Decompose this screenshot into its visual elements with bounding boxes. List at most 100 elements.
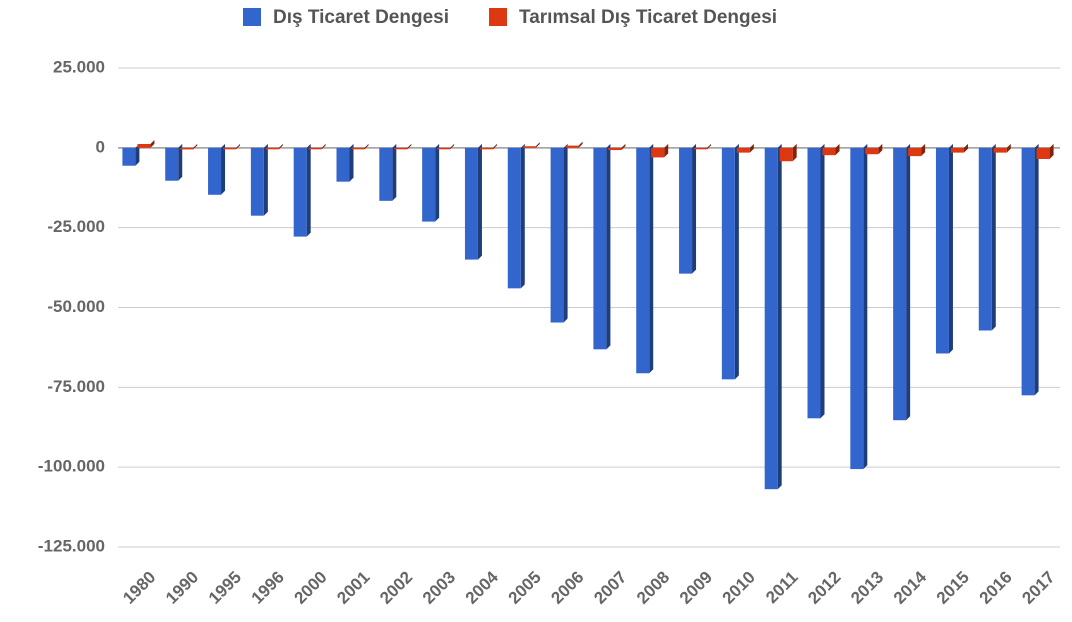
x-tick-label: 1995	[205, 568, 245, 608]
x-tick-label: 2011	[762, 568, 802, 608]
bar	[950, 147, 964, 153]
x-tick-label: 1990	[162, 568, 202, 608]
bar-side	[563, 143, 568, 323]
bar-side	[606, 143, 611, 350]
x-tick-label: 2001	[333, 568, 373, 608]
legend-text: Dış Ticaret Dengesi	[273, 7, 449, 28]
bar	[223, 147, 237, 150]
bar-side	[535, 142, 540, 148]
bar-side	[878, 143, 883, 155]
bar	[351, 147, 365, 150]
bar-side	[435, 143, 440, 222]
bar-side	[664, 143, 669, 158]
bar-side	[777, 143, 782, 490]
bar-side	[749, 143, 754, 153]
bar-side	[621, 143, 626, 151]
bar-side	[948, 143, 953, 354]
x-tick-label: 2017	[1018, 568, 1058, 608]
bar	[1021, 147, 1035, 396]
bar-side	[392, 143, 397, 201]
bar-side	[707, 143, 712, 150]
bar	[721, 147, 735, 380]
bar-side	[921, 143, 926, 157]
bar	[636, 147, 650, 374]
x-tick-label: 2007	[590, 568, 630, 608]
bar	[265, 147, 279, 150]
bar-side	[520, 143, 525, 289]
x-tick-label: 2002	[376, 568, 416, 608]
x-tick-label: 2009	[676, 568, 716, 608]
x-tick-label: 2008	[633, 568, 673, 608]
bar	[694, 147, 708, 150]
x-tick-label: 1980	[119, 568, 159, 608]
bar	[522, 146, 536, 148]
bar	[850, 147, 864, 470]
y-tick-label: -100.000	[38, 457, 105, 476]
bar-side	[135, 143, 140, 166]
x-tick-label: 2003	[419, 568, 459, 608]
bar	[137, 144, 151, 148]
bar	[736, 147, 750, 153]
bar	[165, 147, 179, 181]
bar	[1036, 147, 1050, 160]
bar-side	[178, 143, 183, 181]
y-tick-label: 0	[96, 137, 105, 156]
bar-side	[278, 143, 283, 150]
legend-swatch	[489, 8, 508, 26]
x-tick-label: 2012	[804, 568, 844, 608]
bar-side	[263, 143, 268, 216]
bar-side	[578, 141, 583, 148]
bar	[978, 147, 992, 331]
bar-side	[991, 143, 996, 331]
bar-side	[963, 143, 968, 153]
bar-side	[1049, 143, 1054, 160]
bar	[779, 147, 793, 162]
bar	[208, 147, 222, 195]
bar-side	[321, 143, 326, 150]
bar	[437, 147, 451, 150]
bar	[479, 147, 493, 150]
y-tick-label: -125.000	[38, 536, 105, 555]
bar-side	[306, 143, 311, 237]
bar	[379, 147, 393, 201]
x-tick-label: 2014	[890, 567, 931, 608]
bar	[608, 147, 622, 151]
bar	[807, 147, 821, 419]
bar	[679, 147, 693, 274]
x-tick-label: 1996	[248, 568, 288, 608]
bar-side	[1006, 143, 1011, 153]
x-tick-label: 2015	[933, 568, 973, 608]
legend-text: Tarımsal Dış Ticaret Dengesi	[519, 7, 777, 28]
bar	[651, 147, 665, 158]
bar	[422, 147, 436, 222]
x-tick-label: 2006	[547, 568, 587, 608]
bar-side	[349, 143, 354, 182]
bar-side	[150, 140, 155, 148]
bar	[865, 147, 879, 155]
bar	[394, 147, 408, 150]
bar-side	[1034, 143, 1039, 396]
bar	[122, 147, 136, 166]
bar	[336, 147, 350, 182]
bar	[180, 147, 194, 150]
y-tick-label: 25.000	[53, 57, 105, 76]
legend-swatch	[243, 8, 261, 26]
y-tick-label: -50.000	[47, 297, 105, 316]
bar-side	[477, 143, 482, 260]
bar	[293, 147, 307, 237]
bar-side	[820, 143, 825, 419]
bar	[764, 147, 778, 490]
bar	[893, 147, 907, 421]
bar-side	[450, 143, 455, 150]
bar-side	[492, 143, 497, 150]
bar	[550, 147, 564, 323]
bar	[464, 147, 478, 260]
bar	[908, 147, 922, 157]
bar	[250, 147, 264, 216]
bar	[565, 145, 579, 148]
x-tick-label: 2000	[290, 568, 330, 608]
bar-side	[407, 143, 412, 150]
bar	[822, 147, 836, 156]
bar	[593, 147, 607, 350]
